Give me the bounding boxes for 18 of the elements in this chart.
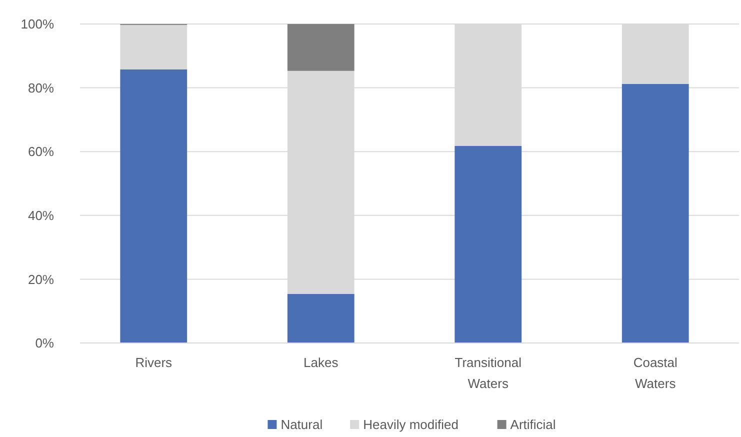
legend-label: Artificial	[510, 417, 556, 432]
x-tick-label: Coastal Waters	[633, 355, 678, 391]
x-tick-label: Lakes	[304, 355, 339, 370]
y-tick-label: 100%	[20, 16, 54, 32]
y-tick-label: 80%	[28, 80, 54, 96]
x-tick-label: Rivers	[135, 355, 173, 370]
bar	[287, 294, 354, 343]
bar	[287, 24, 354, 71]
bar	[120, 69, 188, 343]
y-tick-label: 20%	[28, 272, 54, 287]
legend-label: Heavily modified	[363, 417, 458, 432]
x-tick-label: Transitional Waters	[454, 355, 522, 391]
bar	[622, 84, 689, 343]
y-tick-label: 40%	[28, 208, 54, 223]
y-tick-label: 60%	[28, 144, 54, 160]
bar	[454, 146, 522, 343]
legend-label: Natural	[280, 417, 323, 432]
y-tick-label: 0%	[35, 336, 54, 351]
